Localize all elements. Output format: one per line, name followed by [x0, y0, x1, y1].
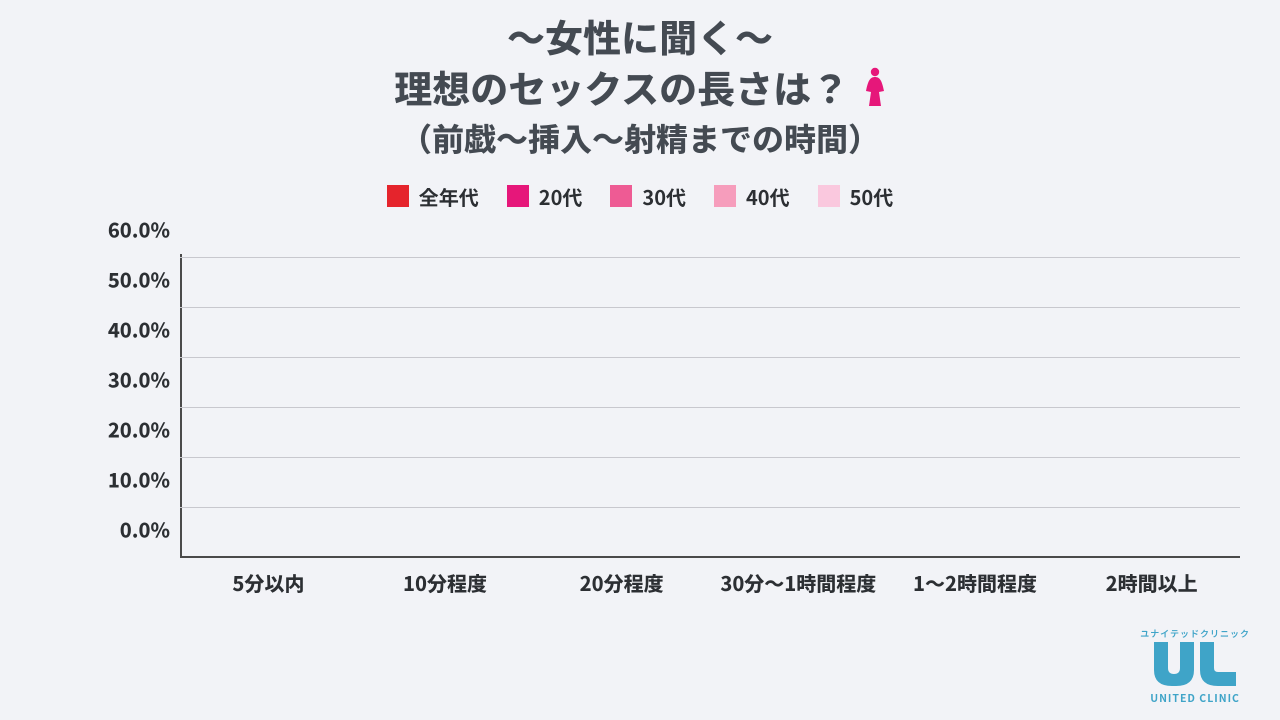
- legend-swatch: [714, 185, 736, 207]
- legend-item: 40代: [714, 182, 790, 211]
- logo-mark-icon: [1152, 640, 1238, 688]
- grid-line: [180, 507, 1240, 508]
- x-tick-label: 10分程度: [403, 568, 487, 597]
- plot-area: 0.0%10.0%20.0%30.0%40.0%50.0%60.0%5分以内10…: [180, 258, 1240, 558]
- legend-swatch: [387, 185, 409, 207]
- legend-swatch: [507, 185, 529, 207]
- logo-kana: ユナイテッドクリニック: [1140, 627, 1250, 640]
- legend-item: 50代: [818, 182, 894, 211]
- x-tick-label: 1〜2時間程度: [913, 568, 1037, 597]
- x-tick-label: 2時間以上: [1106, 568, 1198, 597]
- bar-chart: 0.0%10.0%20.0%30.0%40.0%50.0%60.0%5分以内10…: [70, 258, 1250, 598]
- legend-label: 40代: [746, 182, 790, 211]
- grid-line: [180, 257, 1240, 258]
- legend-item: 全年代: [387, 182, 479, 211]
- y-tick-label: 40.0%: [108, 315, 170, 344]
- legend-label: 50代: [850, 182, 894, 211]
- x-axis-line: [180, 556, 1240, 558]
- legend-label: 20代: [539, 182, 583, 211]
- logo-english: UNITED CLINIC: [1140, 691, 1250, 706]
- title-line-1: 〜女性に聞く〜: [507, 10, 773, 61]
- legend-label: 全年代: [419, 182, 479, 211]
- x-tick-label: 20分程度: [580, 568, 664, 597]
- x-tick-label: 5分以内: [232, 568, 304, 597]
- y-tick-label: 60.0%: [108, 215, 170, 244]
- y-tick-label: 20.0%: [108, 415, 170, 444]
- title-line-2: 理想のセックスの長さは？: [394, 61, 849, 112]
- legend-item: 30代: [610, 182, 686, 211]
- x-tick-label: 30分〜1時間程度: [720, 568, 876, 597]
- woman-icon: [864, 65, 886, 116]
- grid-line: [180, 457, 1240, 458]
- legend-swatch: [610, 185, 632, 207]
- grid-line: [180, 357, 1240, 358]
- y-axis-line: [180, 254, 182, 558]
- legend-item: 20代: [507, 182, 583, 211]
- y-tick-label: 0.0%: [120, 515, 170, 544]
- y-tick-label: 10.0%: [108, 465, 170, 494]
- legend: 全年代 20代 30代 40代 50代: [0, 182, 1280, 211]
- title-line-3: （前戯〜挿入〜射精までの時間）: [400, 117, 880, 160]
- grid-line: [180, 407, 1240, 408]
- brand-logo: ユナイテッドクリニック UNITED CLINIC: [1140, 627, 1250, 706]
- legend-label: 30代: [642, 182, 686, 211]
- grid-line: [180, 307, 1240, 308]
- legend-swatch: [818, 185, 840, 207]
- chart-title-block: 〜女性に聞く〜 理想のセックスの長さは？ （前戯〜挿入〜射精までの時間）: [0, 0, 1280, 160]
- y-tick-label: 30.0%: [108, 365, 170, 394]
- y-tick-label: 50.0%: [108, 265, 170, 294]
